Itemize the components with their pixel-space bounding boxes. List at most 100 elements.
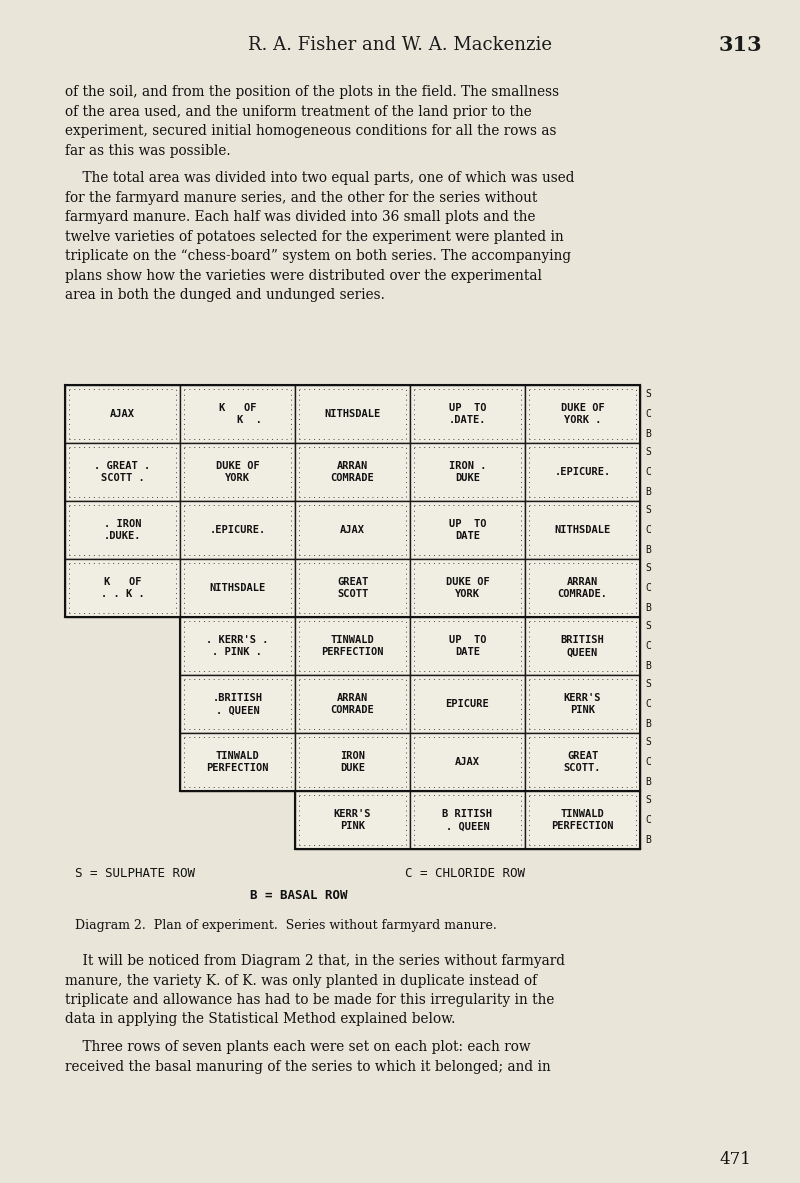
Text: R. A. Fisher and W. A. Mackenzie: R. A. Fisher and W. A. Mackenzie: [248, 35, 552, 54]
Text: . KERR'S .
. PINK .: . KERR'S . . PINK .: [206, 635, 269, 658]
Text: It will be noticed from Diagram 2 that, in the series without farmyard: It will be noticed from Diagram 2 that, …: [65, 953, 565, 968]
Text: KERR'S
PINK: KERR'S PINK: [334, 809, 371, 832]
Text: NITHSDALE: NITHSDALE: [210, 583, 266, 593]
Text: B: B: [645, 429, 651, 439]
Bar: [410, 500, 525, 560]
Text: manure, the variety K. of K. was only planted in duplicate instead of: manure, the variety K. of K. was only pl…: [65, 974, 537, 988]
Text: B: B: [645, 545, 651, 555]
Text: twelve varieties of potatoes selected for the experiment were planted in: twelve varieties of potatoes selected fo…: [65, 230, 564, 244]
Text: received the basal manuring of the series to which it belonged; and in: received the basal manuring of the serie…: [65, 1060, 550, 1073]
Text: AJAX: AJAX: [340, 525, 365, 535]
Text: B: B: [645, 777, 651, 788]
Text: B: B: [645, 603, 651, 613]
Bar: [180, 500, 295, 560]
Bar: [410, 560, 525, 618]
Text: DUKE OF
YORK .: DUKE OF YORK .: [561, 402, 604, 425]
Bar: [295, 442, 410, 500]
Text: area in both the dunged and undunged series.: area in both the dunged and undunged ser…: [65, 287, 385, 302]
Text: far as this was possible.: far as this was possible.: [65, 143, 230, 157]
Text: Three rows of seven plants each were set on each plot: each row: Three rows of seven plants each were set…: [65, 1040, 530, 1054]
Text: IRON .
DUKE: IRON . DUKE: [449, 461, 486, 483]
Text: B RITISH
. QUEEN: B RITISH . QUEEN: [442, 809, 493, 832]
Bar: [180, 733, 295, 791]
Bar: [295, 384, 410, 442]
Text: GREAT
SCOTT: GREAT SCOTT: [337, 577, 368, 600]
Text: . GREAT .
SCOTT .: . GREAT . SCOTT .: [94, 461, 150, 483]
Text: DUKE OF
YORK: DUKE OF YORK: [446, 577, 490, 600]
Text: C: C: [645, 815, 651, 825]
Bar: [410, 733, 525, 791]
Bar: [525, 618, 640, 675]
Bar: [410, 442, 525, 500]
Bar: [65, 384, 180, 442]
Text: S: S: [645, 795, 651, 804]
Text: of the soil, and from the position of the plots in the field. The smallness: of the soil, and from the position of th…: [65, 85, 559, 99]
Text: triplicate on the “chess-board” system on both series. The accompanying: triplicate on the “chess-board” system o…: [65, 248, 571, 263]
Bar: [180, 675, 295, 733]
Bar: [525, 791, 640, 849]
Bar: [180, 384, 295, 442]
Text: for the farmyard manure series, and the other for the series without: for the farmyard manure series, and the …: [65, 190, 538, 205]
Text: .EPICURE.: .EPICURE.: [554, 467, 610, 477]
Text: S: S: [645, 679, 651, 689]
Text: ARRAN
COMRADE: ARRAN COMRADE: [330, 461, 374, 483]
Bar: [295, 560, 410, 618]
Text: DUKE OF
YORK: DUKE OF YORK: [216, 461, 259, 483]
Text: ARRAN
COMRADE: ARRAN COMRADE: [330, 693, 374, 716]
Bar: [65, 442, 180, 500]
Text: B: B: [645, 661, 651, 671]
Bar: [180, 442, 295, 500]
Text: C: C: [645, 525, 651, 535]
Bar: [180, 618, 295, 675]
Bar: [295, 500, 410, 560]
Text: C: C: [645, 409, 651, 419]
Text: S: S: [645, 563, 651, 573]
Text: farmyard manure. Each half was divided into 36 small plots and the: farmyard manure. Each half was divided i…: [65, 211, 535, 224]
Text: .EPICURE.: .EPICURE.: [210, 525, 266, 535]
Text: C: C: [645, 757, 651, 767]
Bar: [410, 675, 525, 733]
Text: BRITISH
QUEEN: BRITISH QUEEN: [561, 635, 604, 658]
Text: .BRITISH
. QUEEN: .BRITISH . QUEEN: [213, 693, 262, 716]
Bar: [410, 791, 525, 849]
Text: plans show how the varieties were distributed over the experimental: plans show how the varieties were distri…: [65, 269, 542, 283]
Text: S = SULPHATE ROW: S = SULPHATE ROW: [75, 867, 195, 880]
Text: TINWALD
PERFECTION: TINWALD PERFECTION: [322, 635, 384, 658]
Bar: [180, 560, 295, 618]
Text: UP  TO
DATE: UP TO DATE: [449, 635, 486, 658]
Text: IRON
DUKE: IRON DUKE: [340, 751, 365, 774]
Bar: [525, 733, 640, 791]
Bar: [525, 384, 640, 442]
Bar: [65, 560, 180, 618]
Text: S: S: [645, 505, 651, 515]
Text: B: B: [645, 719, 651, 729]
Text: KERR'S
PINK: KERR'S PINK: [564, 693, 602, 716]
Text: triplicate and allowance has had to be made for this irregularity in the: triplicate and allowance has had to be m…: [65, 993, 554, 1007]
Text: C: C: [645, 467, 651, 477]
Text: TINWALD
PERFECTION: TINWALD PERFECTION: [206, 751, 269, 774]
Text: 313: 313: [718, 35, 762, 54]
Text: C: C: [645, 699, 651, 709]
Text: Diagram 2.  Plan of experiment.  Series without farmyard manure.: Diagram 2. Plan of experiment. Series wi…: [75, 919, 497, 932]
Bar: [410, 618, 525, 675]
Text: EPICURE: EPICURE: [446, 699, 490, 709]
Text: of the area used, and the uniform treatment of the land prior to the: of the area used, and the uniform treatm…: [65, 104, 532, 118]
Text: B: B: [645, 835, 651, 846]
Text: C = CHLORIDE ROW: C = CHLORIDE ROW: [405, 867, 525, 880]
Text: TINWALD
PERFECTION: TINWALD PERFECTION: [551, 809, 614, 832]
Bar: [295, 618, 410, 675]
Text: data in applying the Statistical Method explained below.: data in applying the Statistical Method …: [65, 1013, 455, 1027]
Bar: [295, 733, 410, 791]
Bar: [525, 442, 640, 500]
Text: S: S: [645, 737, 651, 746]
Bar: [65, 500, 180, 560]
Text: experiment, secured initial homogeneous conditions for all the rows as: experiment, secured initial homogeneous …: [65, 124, 557, 138]
Text: S: S: [645, 389, 651, 399]
Text: 471: 471: [719, 1151, 751, 1169]
Text: AJAX: AJAX: [110, 409, 135, 419]
Text: B = BASAL ROW: B = BASAL ROW: [250, 888, 347, 901]
Text: NITHSDALE: NITHSDALE: [554, 525, 610, 535]
Bar: [410, 384, 525, 442]
Text: UP  TO
.DATE.: UP TO .DATE.: [449, 402, 486, 425]
Text: GREAT
SCOTT.: GREAT SCOTT.: [564, 751, 602, 774]
